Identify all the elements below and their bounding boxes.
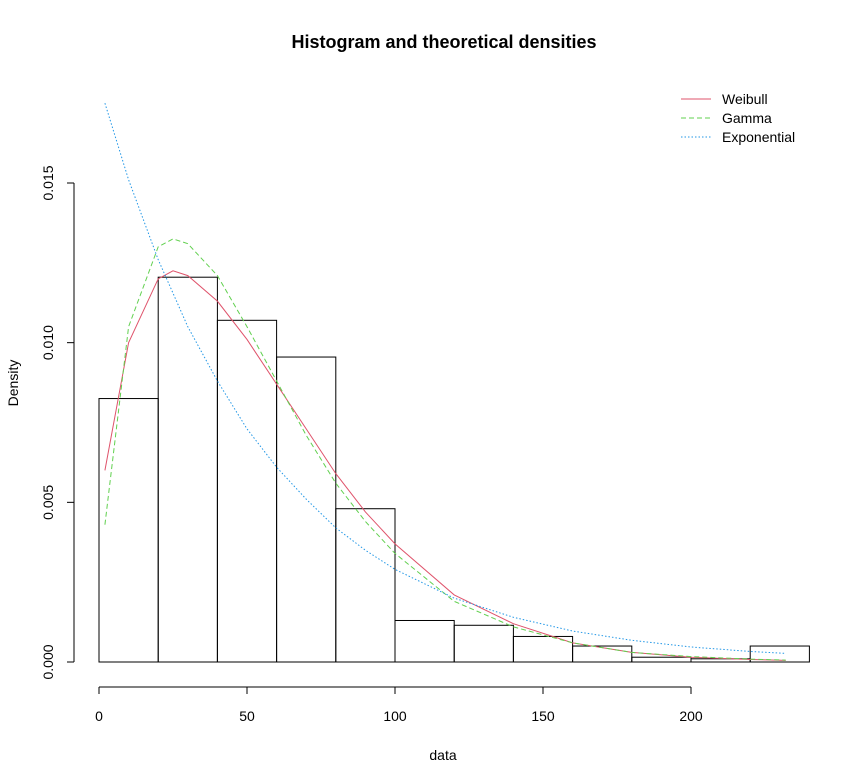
y-tick-label-1: 0.005	[40, 485, 56, 520]
legend-label-gamma: Gamma	[722, 110, 772, 126]
density-curve-exponential	[104, 103, 786, 654]
chart-title: Histogram and theoretical densities	[291, 32, 596, 52]
density-curve-weibull	[104, 270, 786, 661]
histogram-bar-7	[453, 624, 514, 663]
y-axis: 0.000 0.005 0.010 0.015	[40, 165, 75, 680]
histogram-bar-6	[394, 619, 455, 663]
x-tick-label-150: 150	[531, 708, 555, 724]
y-axis-label: Density	[5, 360, 21, 407]
legend-label-weibull: Weibull	[722, 91, 768, 107]
x-tick-label-50: 50	[239, 708, 255, 724]
y-tick-label-2: 0.010	[40, 325, 56, 360]
x-tick-label-100: 100	[383, 708, 407, 724]
x-tick-label-200: 200	[679, 708, 703, 724]
histogram-bars	[98, 276, 810, 663]
histogram-bar-1	[98, 398, 159, 663]
x-tick-label-0: 0	[95, 708, 103, 724]
density-curve-gamma	[104, 238, 786, 661]
y-tick-label-3: 0.015	[40, 165, 56, 200]
legend-label-exponential: Exponential	[722, 129, 795, 145]
legend: Weibull Gamma Exponential	[681, 91, 795, 145]
histogram-bar-5	[335, 508, 396, 663]
histogram-bar-10	[631, 656, 692, 663]
x-axis: 0 50 100 150 200	[95, 686, 703, 724]
histogram-bar-12	[749, 645, 810, 663]
density-curves	[104, 103, 786, 661]
y-tick-label-0: 0.000	[40, 644, 56, 679]
histogram-bar-4	[276, 356, 337, 663]
x-axis-label: data	[429, 747, 456, 763]
histogram-bar-2	[157, 276, 218, 663]
histogram-bar-9	[572, 645, 633, 663]
